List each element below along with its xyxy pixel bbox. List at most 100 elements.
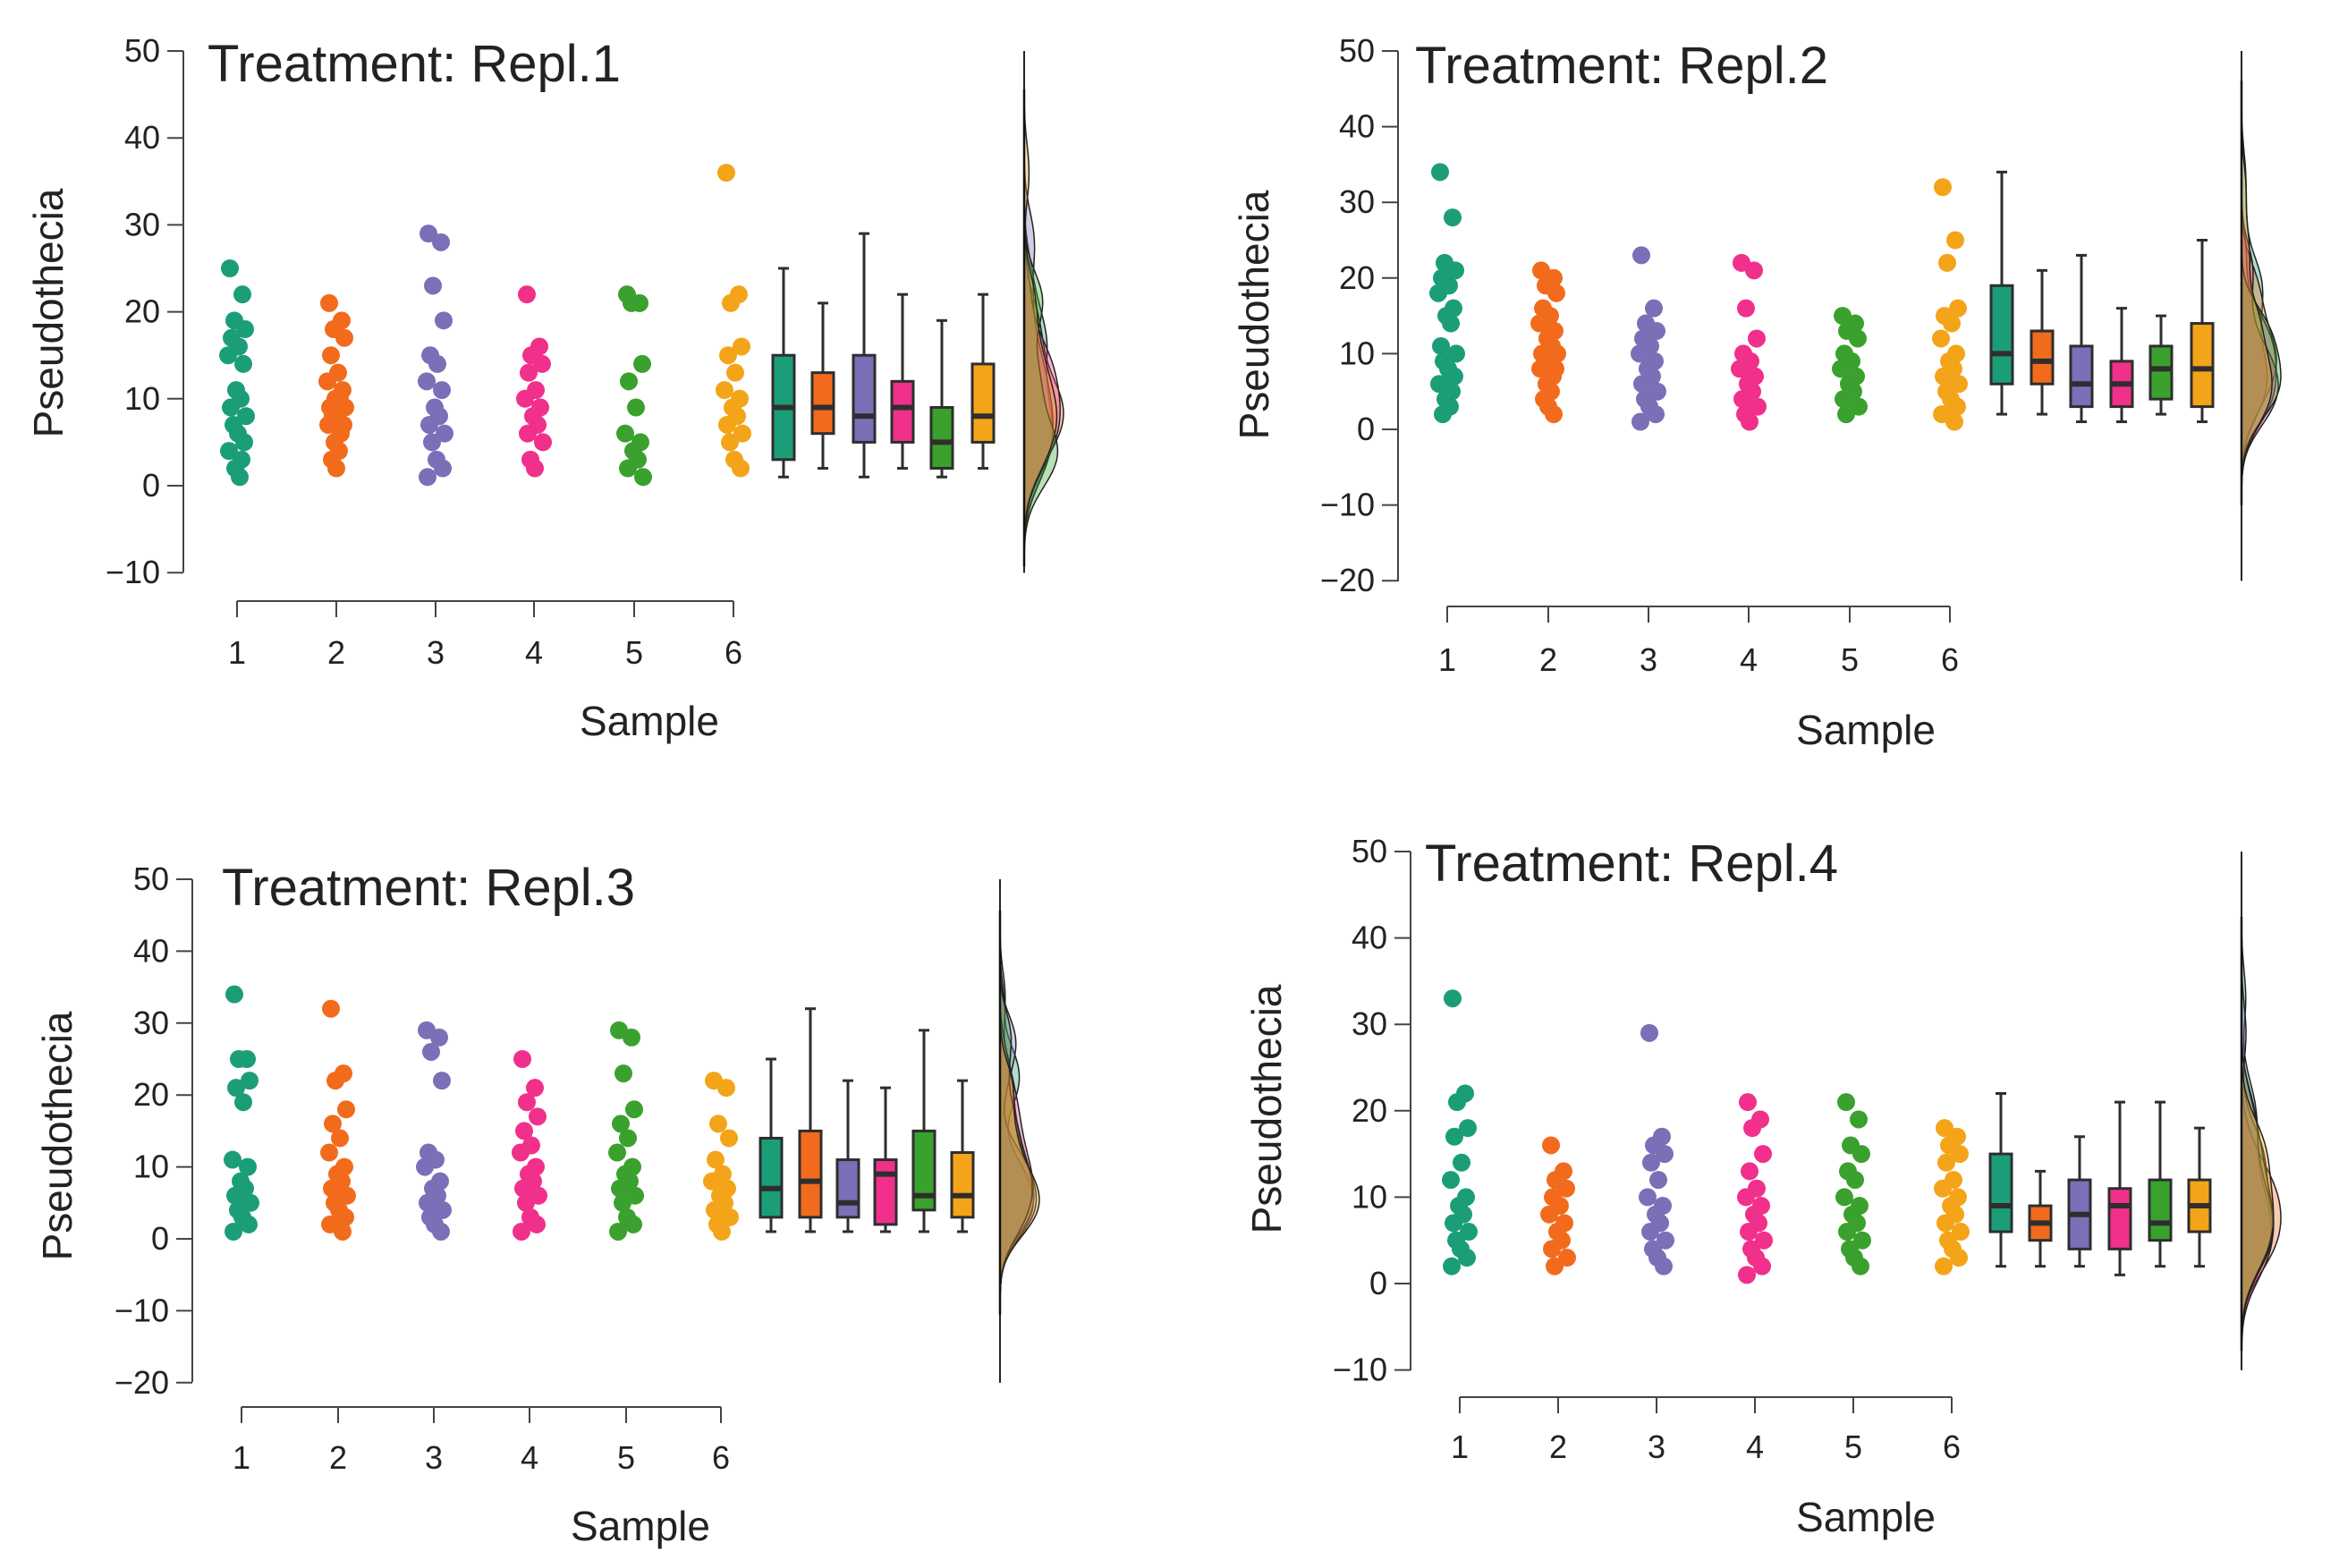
data-point — [713, 1222, 731, 1241]
data-point — [512, 1143, 530, 1162]
data-point — [1647, 405, 1665, 424]
data-point — [612, 1115, 630, 1133]
data-point — [320, 1143, 338, 1162]
data-point — [1850, 1110, 1868, 1129]
y-tick-label: −10 — [106, 554, 160, 590]
density-cloud — [2240, 852, 2282, 1370]
data-point — [1648, 322, 1665, 341]
boxplots — [1989, 170, 2215, 424]
x-tick-label: 4 — [525, 634, 543, 671]
box-iqr — [798, 1129, 823, 1219]
x-tick-label: 1 — [1438, 641, 1456, 678]
data-point — [1936, 1119, 1953, 1138]
data-point — [241, 1072, 258, 1090]
data-point — [424, 276, 442, 295]
data-point — [224, 1150, 242, 1169]
x-tick-label: 5 — [625, 634, 643, 671]
data-point — [1431, 163, 1449, 182]
data-point — [623, 1028, 640, 1047]
data-point — [1937, 1153, 1955, 1172]
data-point — [1453, 1153, 1470, 1172]
x-tick-label: 3 — [1640, 641, 1657, 678]
data-point — [235, 433, 253, 452]
y-tick-label: 20 — [124, 293, 160, 330]
data-point — [435, 311, 453, 330]
y-tick-label: 40 — [1352, 920, 1387, 956]
data-point — [1543, 1240, 1561, 1259]
data-point — [1442, 314, 1460, 333]
data-point — [703, 1172, 721, 1191]
data-point — [1934, 1179, 1952, 1198]
data-point — [515, 1122, 533, 1140]
data-point — [1448, 1093, 1466, 1112]
data-point — [1835, 390, 1852, 409]
data-point — [227, 1079, 245, 1098]
data-point — [1737, 1188, 1755, 1207]
jitter-points — [224, 985, 739, 1241]
data-point — [633, 354, 651, 373]
x-axis-title: Sample — [1796, 1494, 1936, 1540]
data-point — [1738, 1266, 1756, 1284]
data-point — [1936, 1214, 1954, 1233]
data-point — [1835, 1188, 1853, 1207]
data-point — [513, 1222, 530, 1241]
y-tick-label: 50 — [1352, 833, 1387, 869]
jitter-points — [1429, 163, 1968, 431]
data-point — [1748, 329, 1766, 348]
data-point — [418, 372, 436, 391]
data-point — [516, 389, 534, 408]
data-point — [1949, 299, 1967, 318]
data-point — [233, 285, 251, 304]
data-point — [419, 468, 436, 487]
box-iqr — [835, 1158, 860, 1219]
data-point — [514, 1179, 532, 1198]
data-point — [1846, 1171, 1864, 1190]
data-point — [335, 328, 353, 347]
x-tick-label: 5 — [1844, 1428, 1862, 1465]
x-tick-label: 3 — [427, 634, 445, 671]
data-point — [226, 1186, 244, 1205]
data-point — [322, 999, 340, 1018]
data-point — [1547, 284, 1565, 302]
data-point — [1932, 329, 1950, 348]
data-point — [234, 1093, 252, 1112]
data-point — [1530, 314, 1548, 333]
data-point — [529, 1107, 547, 1126]
panel-title: Treatment: Repl.3 — [222, 859, 635, 917]
box-iqr — [2148, 1178, 2173, 1242]
data-point — [611, 1179, 629, 1198]
x-tick-label: 3 — [425, 1439, 443, 1476]
y-axis: −10 0 10 20 30 40 50 — [1333, 833, 1411, 1388]
data-point — [517, 1193, 535, 1212]
data-point — [234, 354, 252, 373]
data-point — [1739, 1093, 1757, 1112]
x-tick-label: 2 — [327, 634, 345, 671]
y-tick-label: 40 — [124, 119, 160, 156]
data-point — [1935, 367, 1953, 386]
x-tick-label: 2 — [1549, 1428, 1567, 1465]
y-tick-label: 40 — [133, 932, 169, 969]
data-point — [1558, 1249, 1576, 1267]
box-iqr — [2069, 344, 2094, 409]
data-point — [614, 1064, 632, 1083]
x-axis: 1 2 3 4 5 6 — [1451, 1396, 1961, 1465]
data-point — [1837, 1093, 1855, 1112]
y-tick-label: 10 — [133, 1148, 169, 1185]
y-tick-label: 20 — [1339, 259, 1375, 296]
x-tick-label: 5 — [617, 1439, 635, 1476]
boxplots — [1988, 1091, 2212, 1276]
data-point — [318, 372, 336, 391]
data-point — [433, 381, 451, 400]
data-point — [733, 424, 751, 443]
data-point — [718, 415, 736, 434]
panel-repl-4: Treatment: Repl.4 Pseudothecia Sample −1… — [1243, 833, 2282, 1540]
data-point — [1446, 261, 1464, 280]
data-point — [1655, 1257, 1673, 1276]
data-point — [1639, 1188, 1657, 1207]
data-point — [1733, 390, 1751, 409]
data-point — [1631, 344, 1648, 363]
data-point — [225, 1222, 242, 1241]
data-point — [1458, 1249, 1476, 1267]
density-cloud — [2240, 51, 2282, 581]
